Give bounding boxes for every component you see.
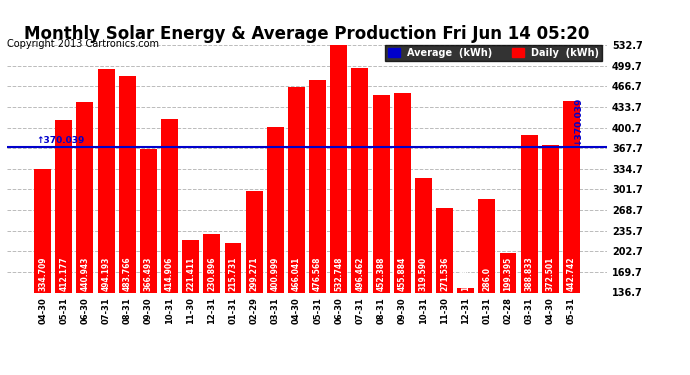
Text: 372.501: 372.501 [546,257,555,291]
Bar [34,169,51,375]
Bar [55,120,72,375]
Bar [415,178,432,375]
Text: 221.411: 221.411 [186,257,195,291]
Text: ↓370.039: ↓370.039 [573,97,582,146]
Bar [77,102,93,375]
Text: 366.493: 366.493 [144,257,153,291]
Text: 319.590: 319.590 [419,257,428,291]
Text: 271.536: 271.536 [440,257,449,291]
Bar [457,288,474,375]
Title: Monthly Solar Energy & Average Production Fri Jun 14 05:20: Monthly Solar Energy & Average Productio… [24,26,590,44]
Text: 476.568: 476.568 [313,257,322,291]
Text: 334.709: 334.709 [38,257,47,291]
Text: Copyright 2013 Cartronics.com: Copyright 2013 Cartronics.com [7,39,159,50]
Legend: Average  (kWh), Daily  (kWh): Average (kWh), Daily (kWh) [385,45,602,61]
Bar [436,208,453,375]
Text: 299.271: 299.271 [250,257,259,291]
Text: 215.731: 215.731 [228,257,237,291]
Text: 388.833: 388.833 [524,256,533,291]
Bar [500,254,516,375]
Text: 483.766: 483.766 [123,256,132,291]
Bar [394,93,411,375]
Text: 466.041: 466.041 [292,257,301,291]
Bar [161,118,178,375]
Text: 452.388: 452.388 [377,257,386,291]
Text: 440.943: 440.943 [81,257,90,291]
Bar [140,149,157,375]
Text: 455.884: 455.884 [397,257,406,291]
Text: 144.501: 144.501 [461,257,470,291]
Bar [521,135,538,375]
Text: 442.742: 442.742 [567,257,576,291]
Text: 230.896: 230.896 [208,257,217,291]
Bar [288,87,305,375]
Bar [331,45,347,375]
Bar [478,199,495,375]
Text: 532.748: 532.748 [334,257,344,291]
Bar [224,243,241,375]
Bar [204,234,220,375]
Bar [119,76,136,375]
Bar [542,145,559,375]
Text: 494.193: 494.193 [101,257,110,291]
Text: 199.395: 199.395 [504,257,513,291]
Bar [373,95,390,375]
Text: 412.177: 412.177 [59,256,68,291]
Bar [267,128,284,375]
Text: 286.0: 286.0 [482,267,491,291]
Bar [309,80,326,375]
Bar [246,191,263,375]
Text: 400.999: 400.999 [270,257,280,291]
Bar [98,69,115,375]
Text: ↑370.039: ↑370.039 [37,136,85,146]
Bar [182,240,199,375]
Bar [351,68,368,375]
Text: 414.906: 414.906 [165,257,174,291]
Bar [563,101,580,375]
Text: 496.462: 496.462 [355,257,364,291]
